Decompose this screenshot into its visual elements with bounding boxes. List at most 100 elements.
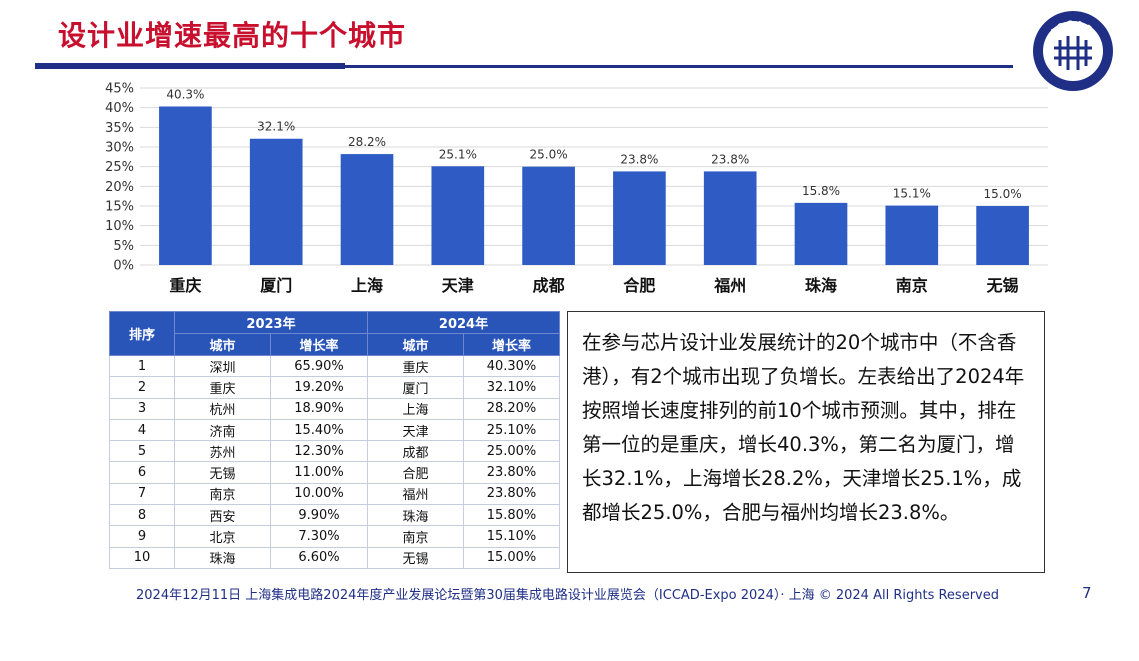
city-2023-cell: 西安: [174, 504, 271, 527]
bar: [340, 154, 394, 265]
bar: [613, 171, 666, 265]
rate-2024-cell: 28.20%: [463, 398, 560, 420]
x-tick-label: 合肥: [623, 276, 655, 295]
y-tick-label: 15%: [105, 200, 134, 215]
city-2023-cell: 南京: [174, 483, 271, 506]
city-2024-cell: 无锡: [367, 547, 464, 569]
bar: [249, 138, 303, 265]
x-tick-label: 重庆: [169, 276, 201, 295]
rank-cell: 4: [109, 419, 175, 442]
city-2024-cell: 合肥: [367, 461, 464, 484]
rate-2023-cell: 10.00%: [270, 483, 368, 506]
city-2024-cell: 厦门: [367, 376, 464, 399]
iccad-logo: ICCAD: [1033, 11, 1113, 91]
y-tick-label: 35%: [105, 121, 134, 136]
table-row: 8 西安 9.90% 珠海 15.80%: [109, 504, 560, 527]
rank-cell: 7: [109, 483, 175, 506]
bar: [976, 206, 1029, 265]
city-header-2024: 城市: [367, 333, 464, 356]
data-label: 28.2%: [348, 135, 386, 149]
table-row: 1 深圳 65.90% 重庆 40.30%: [109, 355, 560, 378]
rate-header-2024: 增长率: [463, 333, 560, 356]
rate-2023-cell: 19.20%: [270, 376, 368, 399]
x-tick-label: 成都: [533, 276, 565, 295]
city-2024-cell: 福州: [367, 483, 464, 506]
bar-chart: 0% 5% 10% 15% 20% 25% 30% 35% 40% 45% 40.3% 重庆 32.1%…: [105, 82, 1048, 295]
y-tick-label: 30%: [105, 141, 134, 156]
city-2024-cell: 天津: [367, 419, 464, 442]
city-2023-cell: 重庆: [174, 376, 271, 399]
city-2024-cell: 珠海: [367, 504, 464, 527]
rank-cell: 2: [109, 376, 175, 399]
rate-2023-cell: 9.90%: [270, 504, 368, 527]
title-underline-thin: [345, 65, 1013, 68]
table-row: 9 北京 7.30% 南京 15.10%: [109, 525, 560, 548]
rate-2023-cell: 12.30%: [270, 440, 368, 463]
rank-cell: 6: [109, 461, 175, 484]
x-tick-label: 无锡: [986, 276, 1019, 295]
year-header-2023: 2023年: [174, 311, 368, 334]
table-body: 1 深圳 65.90% 重庆 40.30% 2 重庆 19.20% 厦门 32.10% 3 杭州 18.…: [109, 355, 560, 569]
table-row: 3 杭州 18.90% 上海 28.20%: [109, 398, 560, 420]
rate-2024-cell: 15.10%: [463, 525, 560, 548]
city-2023-cell: 无锡: [174, 461, 271, 484]
title-underline: [35, 63, 345, 69]
city-2024-cell: 成都: [367, 440, 464, 463]
rate-2024-cell: 25.10%: [463, 419, 560, 442]
y-tick-label: 10%: [105, 219, 134, 234]
city-2023-cell: 苏州: [174, 440, 271, 463]
data-label: 25.1%: [439, 147, 477, 161]
city-2024-cell: 南京: [367, 525, 464, 548]
data-label: 23.8%: [620, 152, 658, 166]
city-2024-cell: 上海: [367, 398, 464, 420]
rate-2023-cell: 65.90%: [270, 355, 368, 378]
ranking-table: 排序 2023年 2024年 城市 增长率 城市 增长率 1 深圳 65.90% 重庆…: [109, 311, 560, 569]
city-header-2023: 城市: [174, 333, 271, 356]
table-row: 2 重庆 19.20% 厦门 32.10%: [109, 376, 560, 399]
city-2023-cell: 深圳: [174, 355, 271, 378]
page-number: 7: [1082, 584, 1092, 602]
rate-2024-cell: 32.10%: [463, 376, 560, 399]
bar: [794, 202, 848, 265]
rank-cell: 5: [109, 440, 175, 463]
year-header-2024: 2024年: [367, 311, 560, 334]
x-tick-label: 天津: [442, 276, 474, 295]
rank-header: 排序: [109, 311, 175, 356]
x-tick-label: 南京: [896, 276, 928, 295]
y-tick-label: 20%: [105, 180, 134, 195]
rate-2024-cell: 25.00%: [463, 440, 560, 463]
city-2023-cell: 杭州: [174, 398, 271, 420]
x-tick-label: 珠海: [805, 276, 837, 295]
bar: [522, 166, 575, 265]
city-2023-cell: 珠海: [174, 547, 271, 569]
data-label: 40.3%: [166, 87, 204, 101]
table-row: 10 珠海 6.60% 无锡 15.00%: [109, 547, 560, 569]
description-box: 在参与芯片设计业发展统计的20个城市中（不含香港），有2个城市出现了负增长。左表…: [567, 311, 1045, 573]
table-row: 5 苏州 12.30% 成都 25.00%: [109, 440, 560, 463]
rate-2024-cell: 15.80%: [463, 504, 560, 527]
rate-2024-cell: 15.00%: [463, 547, 560, 569]
y-tick-label: 40%: [105, 101, 134, 116]
x-tick-label: 上海: [351, 276, 383, 295]
footer-text: 2024年12月11日 上海集成电路2024年度产业发展论坛暨第30届集成电路设…: [136, 588, 999, 603]
rank-cell: 8: [109, 504, 175, 527]
rate-2023-cell: 15.40%: [270, 419, 368, 442]
table-row: 6 无锡 11.00% 合肥 23.80%: [109, 461, 560, 484]
data-label: 15.0%: [984, 187, 1022, 201]
rate-header-2023: 增长率: [270, 333, 368, 356]
table-row: 7 南京 10.00% 福州 23.80%: [109, 483, 560, 506]
y-tick-label: 5%: [113, 239, 134, 254]
y-tick-label: 45%: [105, 82, 134, 97]
rate-2024-cell: 40.30%: [463, 355, 560, 378]
rate-2023-cell: 11.00%: [270, 461, 368, 484]
x-tick-label: 福州: [713, 276, 746, 295]
city-2023-cell: 济南: [174, 419, 271, 442]
rank-cell: 10: [109, 547, 175, 569]
rank-cell: 1: [109, 355, 175, 378]
rank-cell: 9: [109, 525, 175, 548]
ranking-table-container: 排序 2023年 2024年 城市 增长率 城市 增长率 1 深圳 65.90% 重庆…: [109, 311, 560, 569]
y-tick-label: 25%: [105, 160, 134, 175]
data-label: 15.1%: [893, 187, 931, 201]
data-label: 32.1%: [257, 120, 295, 134]
bar: [703, 171, 757, 265]
